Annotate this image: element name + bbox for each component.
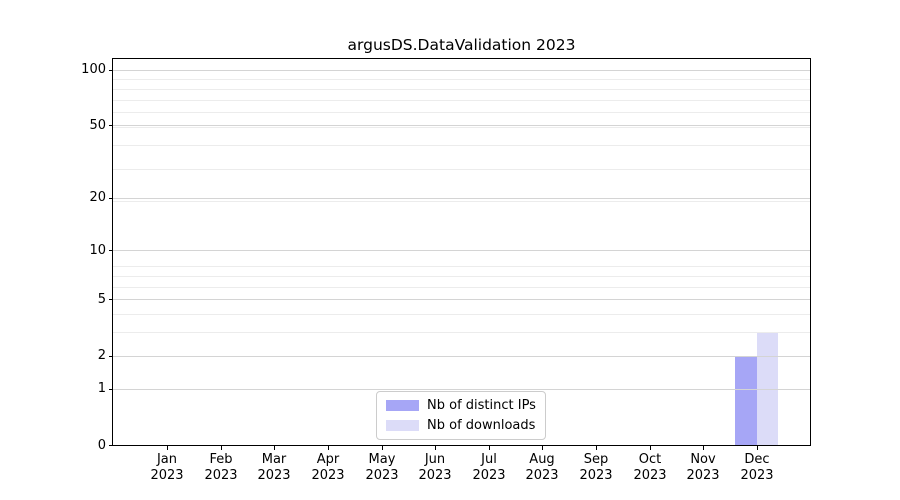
x-tick <box>596 446 597 450</box>
legend-swatch-distinct-ips <box>386 400 419 411</box>
y-gridline-minor <box>113 201 810 202</box>
y-tick-label: 2 <box>97 348 106 363</box>
x-tick-label: Jul 2023 <box>472 452 506 483</box>
x-tick-label: Apr 2023 <box>311 452 345 483</box>
y-tick <box>109 125 113 126</box>
y-tick-label: 20 <box>89 190 106 205</box>
y-tick <box>109 299 113 300</box>
x-tick-label: Sep 2023 <box>579 452 613 483</box>
bar-nb-of-downloads-dec <box>756 332 779 445</box>
y-gridline-minor <box>113 79 810 80</box>
y-gridline-minor <box>113 89 810 90</box>
x-tick <box>650 446 651 450</box>
x-tick-label: Oct 2023 <box>633 452 667 483</box>
legend-label-downloads: Nb of downloads <box>427 418 536 433</box>
legend-entry-downloads: Nb of downloads <box>386 417 536 434</box>
legend-swatch-downloads <box>386 420 419 431</box>
x-tick <box>167 446 168 450</box>
x-tick-label: Aug 2023 <box>525 452 559 483</box>
y-gridline-minor <box>113 276 810 277</box>
y-tick <box>109 198 113 199</box>
y-gridline-minor <box>113 169 810 170</box>
x-tick <box>542 446 543 450</box>
y-gridline-minor <box>113 127 810 128</box>
y-tick-label: 5 <box>97 292 106 307</box>
x-tick <box>274 446 275 450</box>
plot-border <box>112 58 811 446</box>
y-tick-label: 1 <box>97 381 106 396</box>
y-tick <box>109 389 113 390</box>
y-tick <box>109 445 113 446</box>
x-tick <box>757 446 758 450</box>
bar-nb-of-distinct-ips-dec <box>735 355 757 445</box>
x-tick-label: Mar 2023 <box>257 452 291 483</box>
x-tick-label: Nov 2023 <box>686 452 720 483</box>
y-gridline-major <box>113 250 810 251</box>
y-gridline-minor <box>113 100 810 101</box>
y-gridline-minor <box>113 332 810 333</box>
legend-label-distinct-ips: Nb of distinct IPs <box>427 398 536 413</box>
chart-title: argusDS.DataValidation 2023 <box>347 36 576 54</box>
y-gridline-minor <box>113 112 810 113</box>
y-gridline-minor <box>113 314 810 315</box>
x-tick <box>435 446 436 450</box>
legend: Nb of distinct IPs Nb of downloads <box>376 391 546 440</box>
y-gridline-minor <box>113 287 810 288</box>
x-tick <box>221 446 222 450</box>
y-tick <box>109 356 113 357</box>
legend-entry-distinct-ips: Nb of distinct IPs <box>386 397 536 414</box>
y-tick <box>109 70 113 71</box>
y-gridline-major <box>113 125 810 126</box>
x-tick <box>382 446 383 450</box>
x-tick <box>328 446 329 450</box>
y-tick-label: 50 <box>89 118 106 133</box>
y-gridline-major <box>113 299 810 300</box>
y-gridline-major <box>113 70 810 71</box>
y-gridline-major <box>113 356 810 357</box>
x-tick <box>703 446 704 450</box>
x-tick-label: May 2023 <box>365 452 399 483</box>
x-tick <box>489 446 490 450</box>
x-tick-label: Jun 2023 <box>418 452 452 483</box>
y-tick-label: 0 <box>97 438 106 453</box>
x-tick-label: Feb 2023 <box>204 452 238 483</box>
x-tick-label: Jan 2023 <box>150 452 184 483</box>
y-tick-label: 10 <box>89 243 106 258</box>
y-gridline-major <box>113 389 810 390</box>
y-gridline-minor <box>113 266 810 267</box>
y-tick-label: 100 <box>81 62 106 77</box>
x-tick-label: Dec 2023 <box>740 452 774 483</box>
y-tick <box>109 250 113 251</box>
y-gridline-minor <box>113 145 810 146</box>
y-gridline-major <box>113 198 810 199</box>
